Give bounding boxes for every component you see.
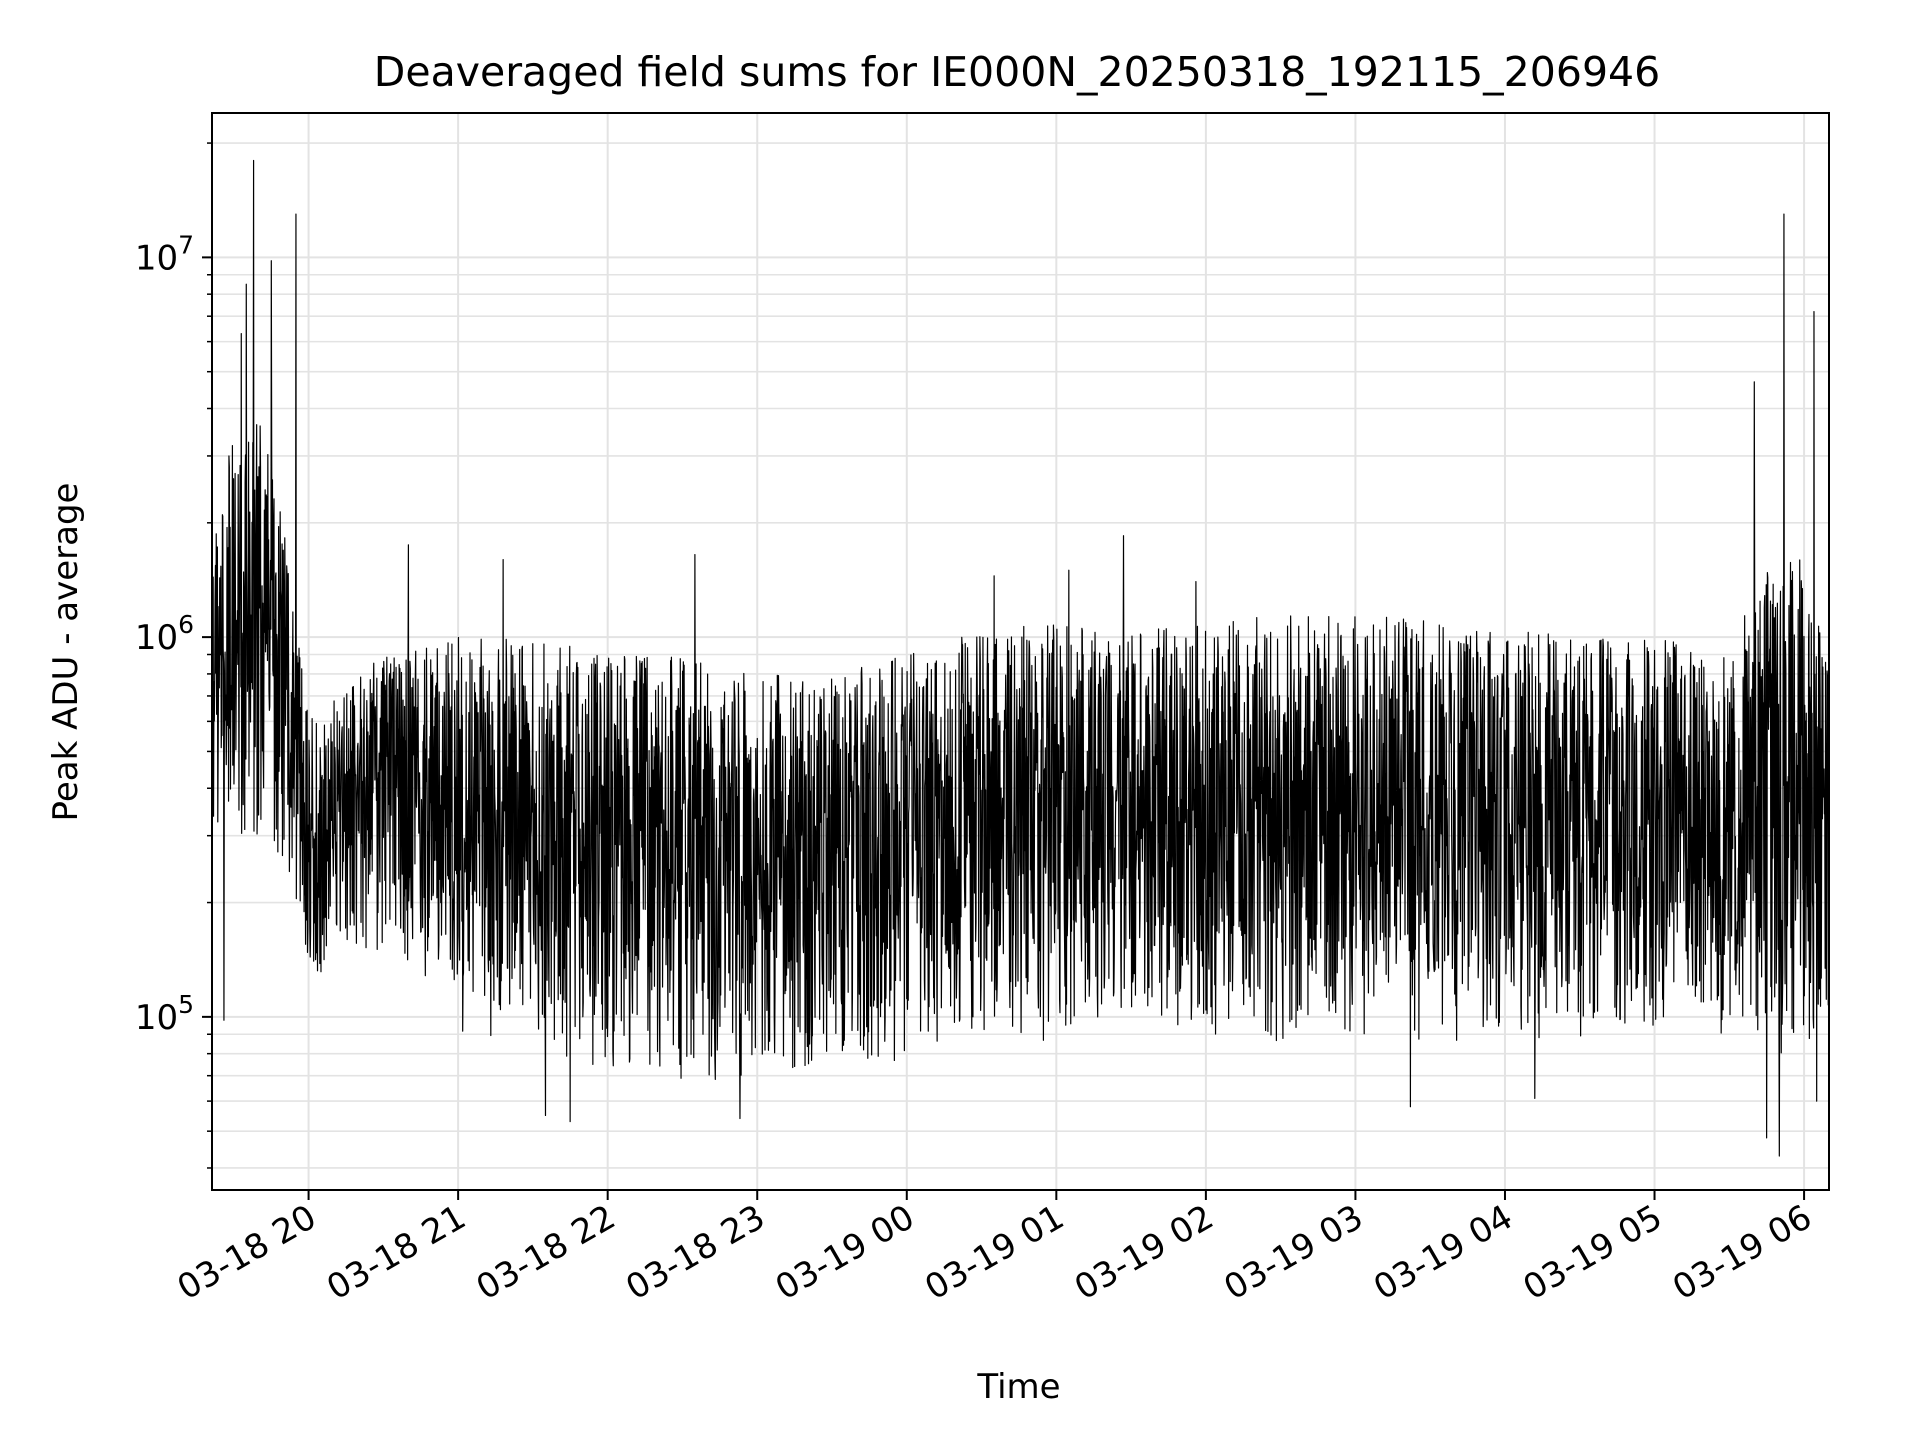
chart-title: Deaveraged field sums for IE000N_2025031… [374, 48, 1660, 96]
y-axis: 105 106 107 [135, 142, 212, 1169]
y-axis-label: Peak ADU - average [46, 483, 86, 822]
y-tick-label: 107 [135, 230, 194, 278]
y-tick-label: 105 [135, 990, 194, 1038]
plot-frame [211, 112, 1830, 1191]
x-axis-label: Time [976, 1367, 1060, 1407]
series-line [212, 159, 1829, 1157]
series-path [212, 159, 1829, 1157]
y-tick-label: 106 [135, 610, 194, 658]
